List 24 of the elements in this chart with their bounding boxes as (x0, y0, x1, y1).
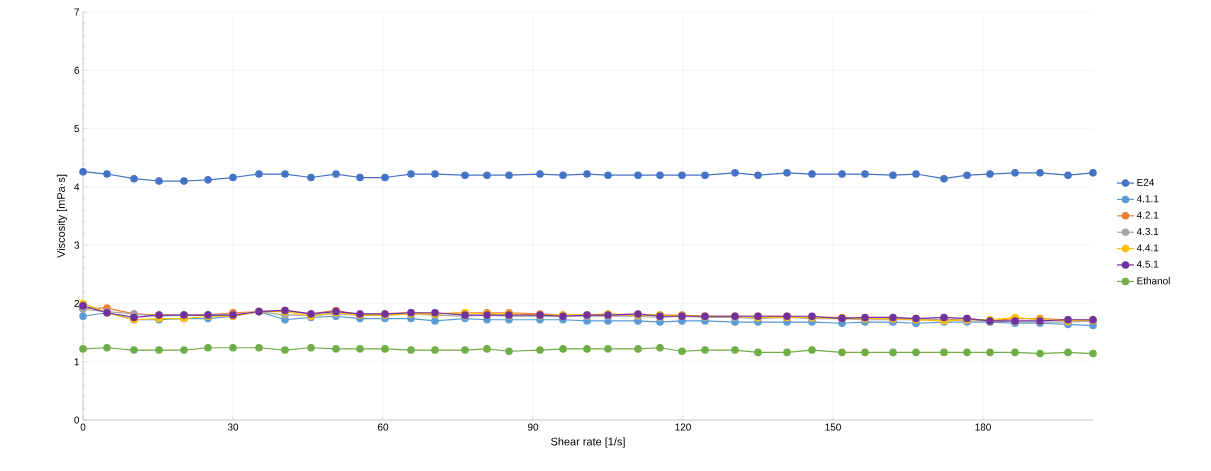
legend-label: 4.1.1 (1136, 195, 1159, 203)
x-tick-label: 0 (80, 423, 86, 431)
x-tick-label: 180 (975, 423, 991, 431)
y-tick-label: 2 (74, 299, 79, 307)
legend-label: 4.5.1 (1136, 260, 1159, 268)
x-tick-label: 60 (377, 423, 389, 431)
x-tick-label: 90 (527, 423, 539, 431)
y-tick-label: 4 (74, 183, 80, 191)
y-axis-title: Viscosity [mPa·s] (56, 174, 68, 258)
legend-label: 4.4.1 (1136, 244, 1159, 252)
y-tick-label: 5 (74, 125, 80, 133)
y-tick-label: 1 (74, 358, 79, 366)
legend-label: 4.3.1 (1136, 228, 1159, 236)
legend-label: E24 (1137, 178, 1155, 186)
y-tick-label: 3 (74, 241, 80, 249)
legend-label: Ethanol (1137, 277, 1170, 285)
x-axis-title: Shear rate [1/s] (551, 437, 625, 448)
legend-label: 4.2.1 (1136, 211, 1159, 219)
y-tick-label: 7 (74, 8, 79, 16)
y-tick-label: 6 (74, 66, 80, 74)
x-tick-label: 120 (675, 423, 691, 431)
x-tick-label: 30 (227, 423, 239, 431)
x-tick-label: 150 (825, 423, 841, 431)
y-tick-label: 0 (74, 416, 80, 424)
